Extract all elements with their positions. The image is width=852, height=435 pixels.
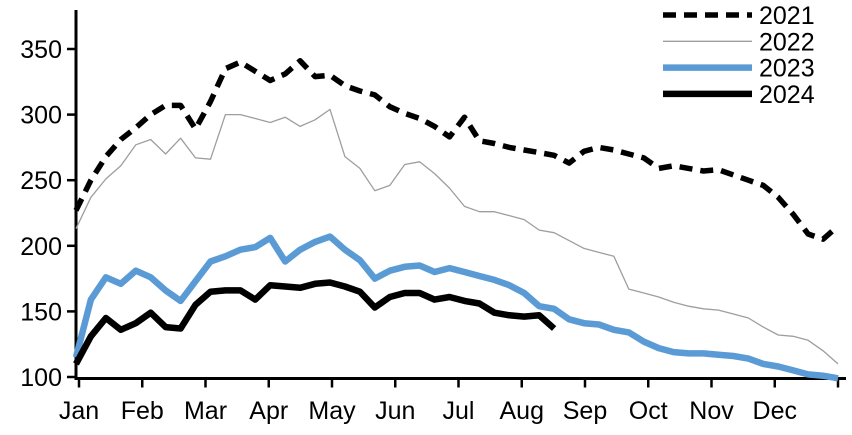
x-tick-label: Jan [59, 397, 99, 425]
legend-label-2024: 2024 [759, 81, 815, 109]
y-tick-label: 150 [20, 298, 62, 326]
legend-label-2023: 2023 [759, 55, 815, 83]
x-tick-label: Feb [121, 397, 164, 425]
y-tick-label: 300 [20, 102, 62, 130]
x-tick-label: Mar [184, 397, 227, 425]
y-tick-label: 250 [20, 167, 62, 195]
y-tick-label: 100 [20, 364, 62, 392]
x-tick-label: Jun [375, 397, 415, 425]
y-tick-label: 350 [20, 36, 62, 64]
axes: 100 150 200 250 300 350 Jan Feb Mar Apr May Jun Jul A… [20, 10, 846, 425]
x-tick-label: Oct [629, 397, 668, 425]
y-tick-label: 200 [20, 233, 62, 261]
x-tick-label: Dec [753, 397, 797, 425]
x-tick-label: May [308, 397, 356, 425]
x-tick-label: Nov [689, 397, 734, 425]
x-tick-label: Sep [563, 397, 607, 425]
x-tick-label: Aug [500, 397, 544, 425]
series-line-2021 [73, 58, 840, 242]
x-tick-label: Apr [249, 397, 288, 425]
x-tick-label: Jul [443, 397, 475, 425]
series-line-2024 [73, 279, 557, 366]
legend-label-2021: 2021 [759, 2, 815, 30]
series-line-2023 [72, 233, 839, 382]
series-line-2022 [75, 108, 839, 365]
legend-label-2022: 2022 [759, 28, 815, 56]
